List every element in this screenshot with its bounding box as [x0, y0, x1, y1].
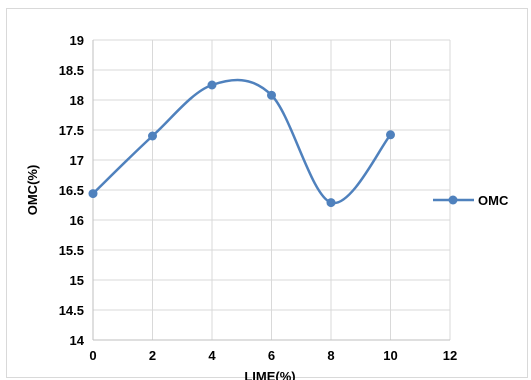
data-point-omc — [88, 189, 98, 199]
x-tick-labels: 0 2 4 6 8 10 12 — [89, 348, 457, 363]
data-point-omc — [267, 90, 276, 100]
data-point-omc — [207, 80, 217, 90]
series-layer — [88, 78, 395, 208]
x-tick-label: 0 — [89, 348, 96, 363]
y-tick-label: 16 — [70, 213, 84, 228]
y-tick-label: 19 — [70, 33, 84, 48]
y-tick-label: 18.5 — [59, 63, 84, 78]
y-tick-label: 18 — [70, 93, 84, 108]
legend-label-omc: OMC — [478, 193, 509, 208]
data-point-omc — [386, 130, 395, 140]
x-tick-label: 2 — [149, 348, 156, 363]
y-tick-labels: 14 14.5 15 15.5 16 16.5 17 17.5 18 18.5 19 — [59, 33, 85, 348]
y-tick-label: 17 — [70, 153, 84, 168]
y-axis-title: OMC(%) — [25, 165, 40, 216]
x-tick-label: 4 — [208, 348, 216, 363]
y-tick-label: 16.5 — [59, 183, 84, 198]
y-tick-label: 15 — [70, 273, 84, 288]
y-tick-label: 14 — [70, 333, 85, 348]
x-tick-label: 12 — [443, 348, 457, 363]
y-tick-label: 15.5 — [59, 243, 84, 258]
data-point-omc — [326, 198, 336, 208]
x-axis-title: LIME(%) — [244, 369, 295, 380]
x-tick-label: 8 — [327, 348, 334, 363]
data-point-omc — [148, 131, 157, 141]
y-tick-label: 14.5 — [59, 303, 84, 318]
x-tick-label: 6 — [268, 348, 275, 363]
series-line-omc — [92, 78, 392, 205]
legend-marker — [448, 195, 458, 205]
grid-lines — [92, 39, 451, 341]
y-tick-label: 17.5 — [59, 123, 84, 138]
x-tick-label: 10 — [383, 348, 397, 363]
legend: OMC — [433, 193, 509, 208]
